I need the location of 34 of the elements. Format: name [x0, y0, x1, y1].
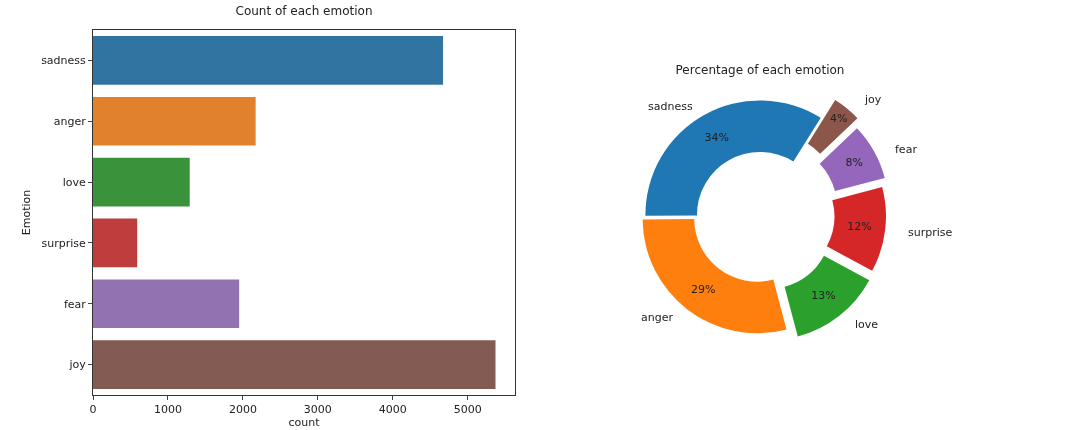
bar — [93, 96, 256, 146]
slice-label: joy — [864, 93, 882, 106]
x-tick-label: 3000 — [303, 403, 332, 417]
x-tick-label: 0 — [89, 403, 97, 417]
y-axis-title: Emotion — [19, 189, 33, 236]
y-tick-label: joy — [68, 358, 87, 372]
slice-label: sadness — [648, 100, 693, 113]
chart-title: Percentage of each emotion — [675, 63, 845, 78]
x-tick-label: 2000 — [228, 403, 257, 417]
slice-label: love — [855, 318, 879, 331]
data-label: 34% — [704, 130, 729, 144]
slice-label: fear — [895, 143, 918, 156]
slice-label: surprise — [908, 226, 953, 239]
data-label: 8% — [845, 155, 863, 169]
data-label: 4% — [830, 111, 848, 125]
data-label: 13% — [811, 289, 836, 303]
data-label: 29% — [691, 282, 716, 296]
bar — [93, 218, 138, 268]
x-tick-label: 5000 — [453, 403, 482, 417]
bar — [93, 157, 190, 207]
data-label: 12% — [847, 220, 872, 234]
y-tick-label: surprise — [41, 236, 87, 250]
chart-title: Count of each emotion — [235, 3, 373, 18]
slice-label: anger — [641, 311, 674, 324]
bar — [93, 279, 240, 329]
y-tick-label: sadness — [41, 54, 87, 68]
bar — [93, 36, 444, 85]
x-tick-label: 1000 — [153, 403, 182, 417]
x-tick-label: 4000 — [378, 403, 407, 417]
y-tick-label: anger — [53, 115, 87, 129]
x-axis-title: count — [288, 416, 321, 430]
y-tick-label: love — [62, 175, 87, 189]
bar — [93, 340, 496, 389]
y-tick-label: fear — [63, 297, 87, 311]
